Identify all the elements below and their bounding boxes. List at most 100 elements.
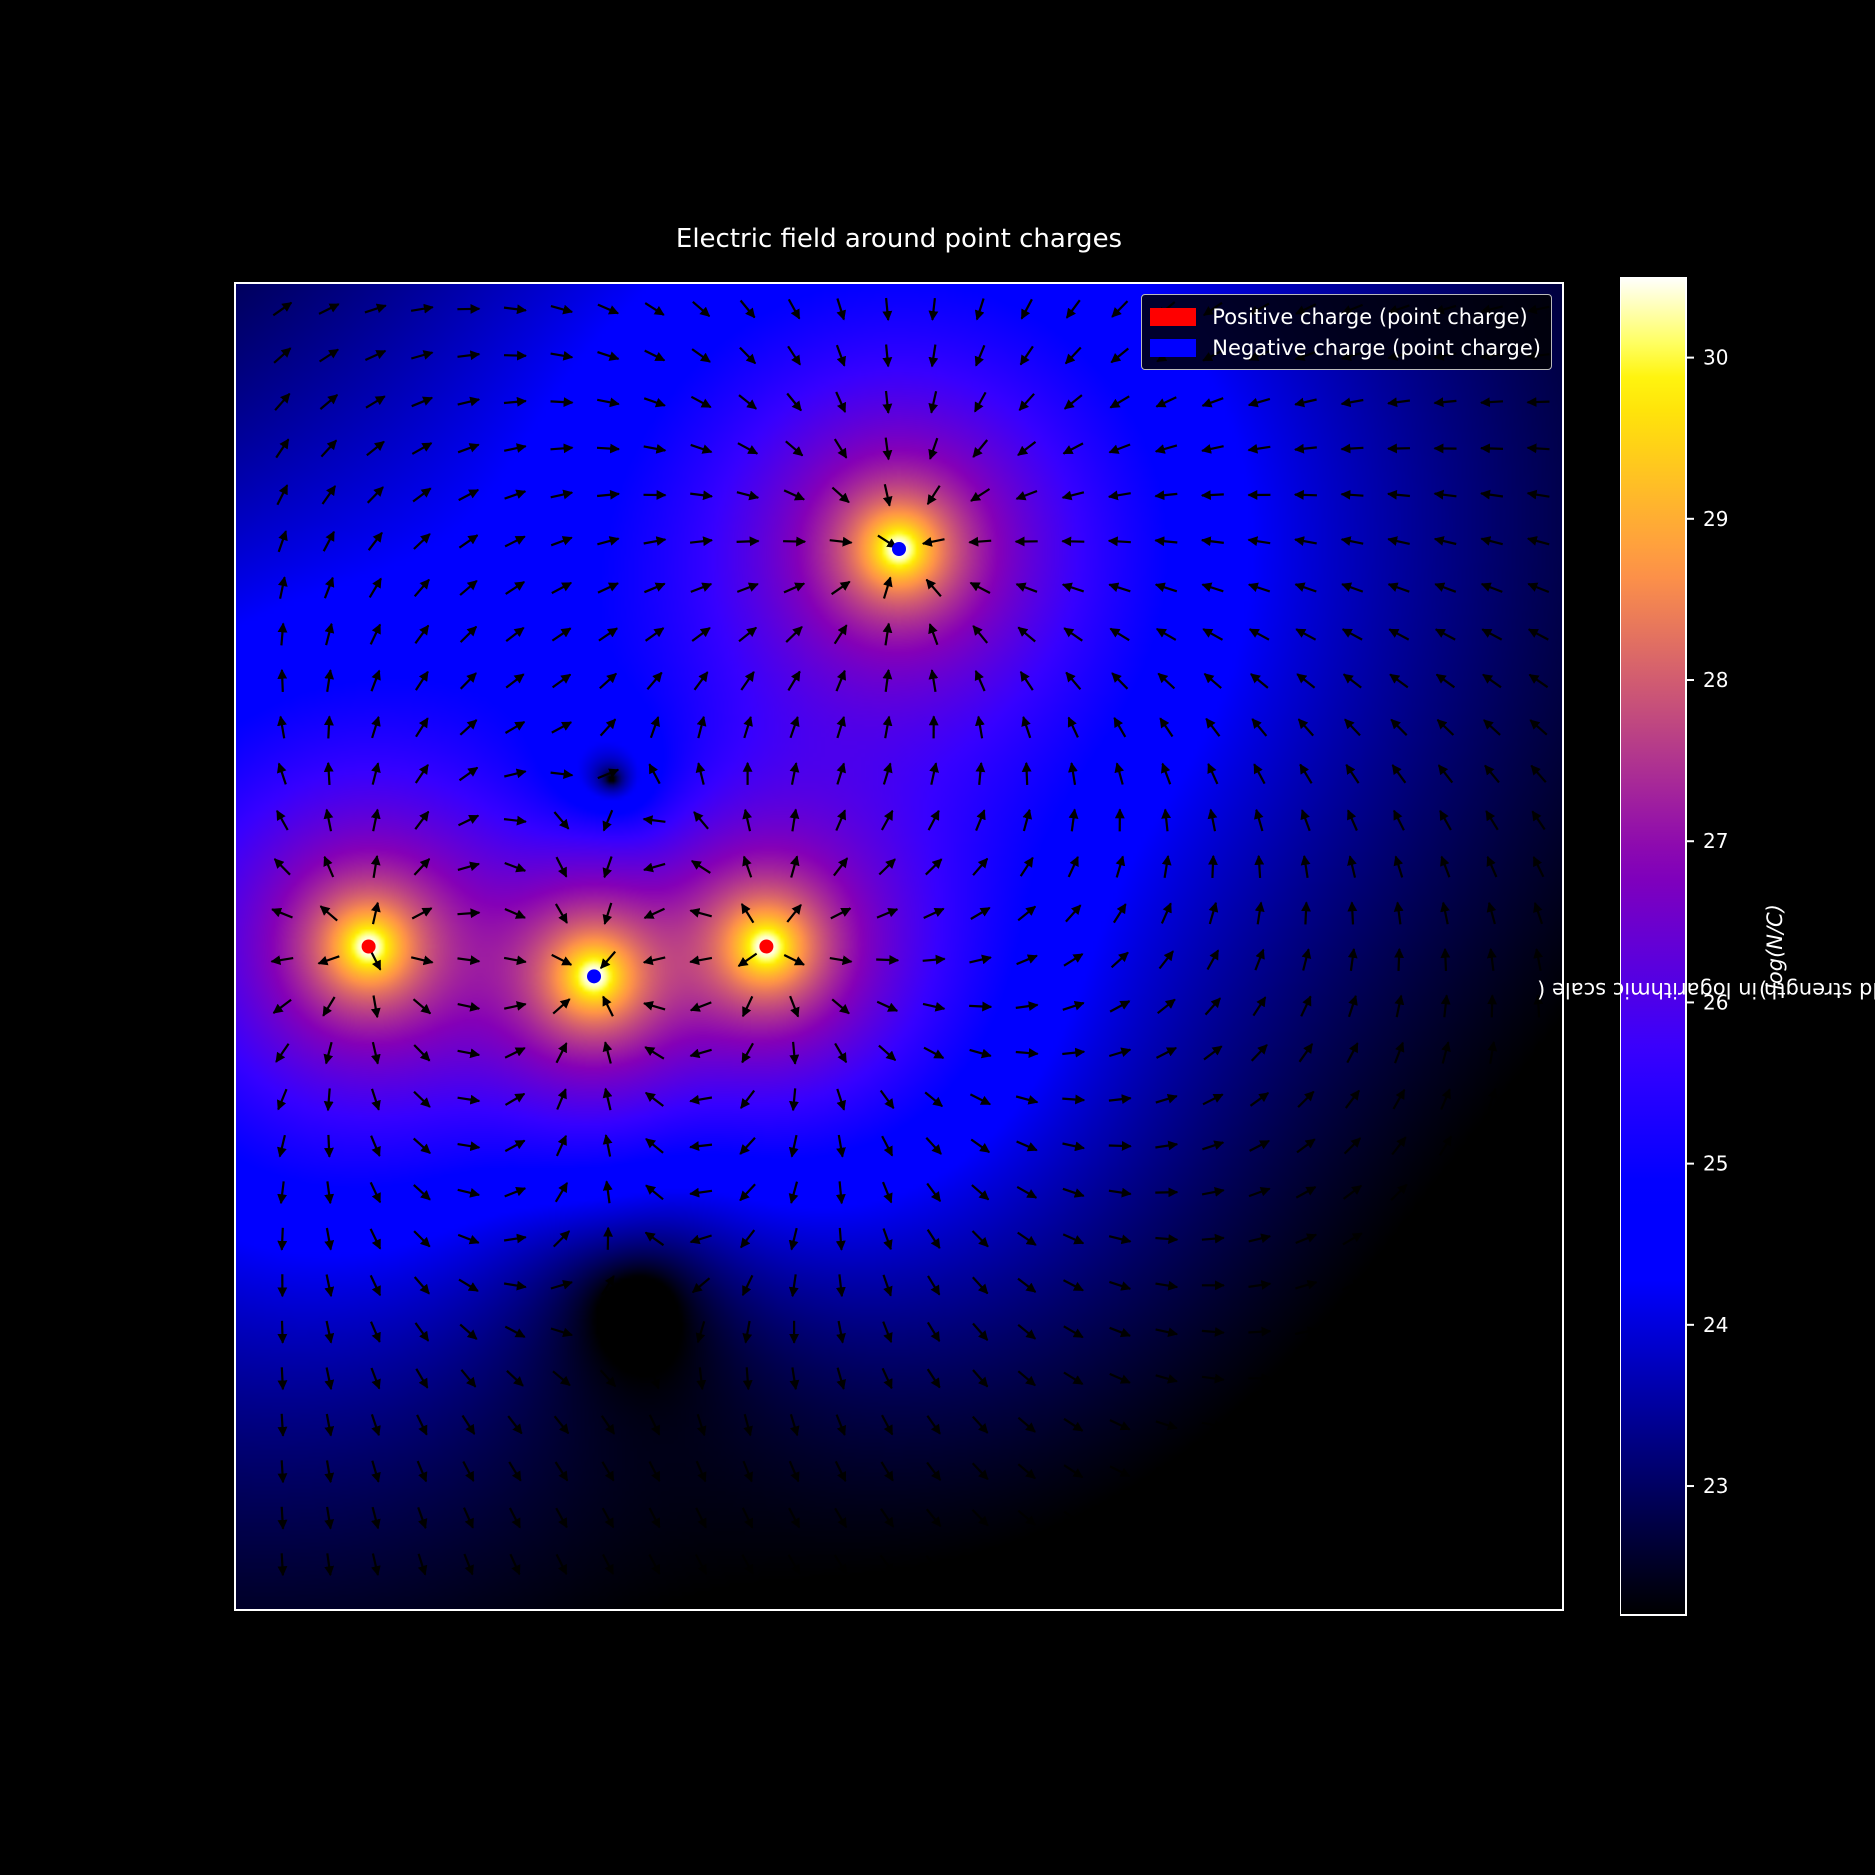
field-arrow (1065, 299, 1081, 319)
field-arrow (1247, 582, 1271, 593)
field-arrow (1530, 1323, 1547, 1341)
field-arrow (599, 718, 617, 737)
field-arrow (1531, 810, 1546, 831)
field-arrow (1157, 998, 1176, 1015)
field-arrow (551, 581, 573, 595)
field-arrow (1533, 1040, 1544, 1064)
field-arrow (1293, 489, 1317, 500)
field-arrow (324, 1367, 335, 1391)
field-arrow (1109, 1558, 1131, 1571)
field-arrow (417, 1507, 428, 1530)
field-arrow (1107, 490, 1131, 501)
field-arrow (689, 1048, 712, 1059)
field-arrow (1297, 718, 1315, 737)
field-arrow (370, 995, 381, 1019)
field-arrow (1532, 856, 1545, 878)
field-arrow (410, 955, 434, 966)
field-arrow (597, 303, 620, 315)
field-arrow (693, 811, 709, 830)
field-arrow (927, 1275, 941, 1296)
field-arrow (691, 1277, 711, 1294)
plot-area: Positive charge (point charge) Negative … (234, 282, 1564, 1611)
field-arrow (1110, 951, 1129, 969)
field-arrow (787, 670, 801, 691)
field-plot (236, 284, 1562, 1609)
field-arrow (369, 1228, 382, 1250)
field-arrow (648, 1507, 661, 1529)
field-arrow (463, 1553, 474, 1576)
field-arrow (1300, 995, 1312, 1017)
field-arrow (972, 625, 989, 644)
field-arrow (970, 1138, 991, 1154)
field-arrow (457, 443, 480, 454)
field-arrow (504, 1325, 526, 1338)
field-arrow (689, 955, 713, 966)
field-arrow (1345, 763, 1360, 784)
field-arrow (1161, 855, 1172, 878)
field-arrow (1065, 671, 1082, 691)
field-arrow (1480, 582, 1503, 593)
field-arrow (926, 485, 941, 506)
field-arrow (277, 715, 287, 739)
colorbar-tick-label: 26 (1703, 990, 1728, 1014)
field-arrow (1486, 855, 1498, 878)
field-arrow (968, 536, 992, 547)
field-arrow (597, 768, 620, 780)
field-arrow (1250, 673, 1269, 689)
field-arrow (1480, 443, 1504, 454)
field-arrow (1528, 1417, 1549, 1433)
field-arrow (322, 530, 335, 552)
field-arrow (1486, 948, 1497, 971)
field-arrow (1203, 1045, 1223, 1061)
field-arrow (1301, 901, 1311, 925)
field-arrow (1159, 717, 1174, 738)
field-arrow (975, 715, 985, 739)
field-arrow (1154, 490, 1178, 501)
field-arrow (689, 1234, 712, 1245)
field-arrow (370, 669, 381, 692)
field-arrow (878, 858, 896, 876)
field-arrow (1436, 719, 1455, 736)
field-arrow (324, 1413, 335, 1437)
field-arrow (971, 1555, 989, 1573)
field-arrow (1062, 1233, 1085, 1245)
field-arrow (1111, 300, 1129, 318)
field-arrow (1347, 855, 1357, 878)
field-arrow (648, 1461, 661, 1482)
field-arrow (504, 1139, 526, 1153)
field-arrow (555, 1134, 568, 1157)
field-arrow (1062, 1094, 1086, 1105)
field-arrow (366, 486, 384, 504)
field-arrow (324, 1134, 334, 1158)
field-arrow (696, 715, 707, 739)
field-arrow (462, 1507, 474, 1529)
field-arrow (1061, 490, 1085, 501)
field-arrow (1295, 1279, 1318, 1290)
field-arrow (1435, 1324, 1456, 1339)
field-arrow (318, 303, 340, 315)
field-arrow (689, 1094, 713, 1105)
field-arrow (276, 762, 287, 785)
field-arrow (689, 908, 712, 918)
field-arrow (323, 576, 335, 599)
field-arrow (689, 1001, 712, 1012)
field-arrow (1248, 1186, 1271, 1198)
field-arrow (1155, 1466, 1178, 1477)
field-arrow (645, 1091, 664, 1107)
field-arrow (1533, 948, 1544, 971)
field-arrow (691, 348, 711, 363)
field-arrow (1062, 1279, 1084, 1292)
field-arrow (504, 907, 526, 919)
field-arrow (1062, 1141, 1085, 1152)
field-arrow (503, 1280, 527, 1291)
field-arrow (1115, 855, 1126, 878)
field-arrow (1526, 443, 1550, 454)
field-arrow (1155, 396, 1177, 408)
field-arrow (695, 762, 706, 785)
field-arrow (1483, 719, 1501, 736)
field-arrow (881, 1135, 894, 1157)
colorbar-ticks: 23 24 25 26 27 28 29 30 (1686, 346, 1728, 1498)
field-arrow (1201, 1513, 1225, 1524)
field-arrow (1203, 672, 1222, 689)
field-arrow (1114, 762, 1125, 785)
